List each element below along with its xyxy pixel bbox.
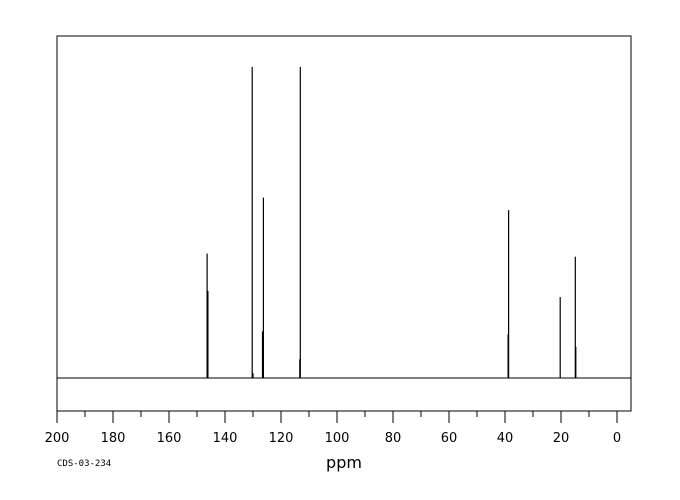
x-tick-label: 80 <box>385 431 402 446</box>
x-tick-label: 120 <box>269 431 294 446</box>
x-tick-label: 200 <box>45 431 70 446</box>
x-tick-label: 40 <box>497 431 514 446</box>
peaks-group <box>206 67 577 378</box>
x-tick-label: 100 <box>325 431 350 446</box>
x-tick-label: 20 <box>553 431 570 446</box>
x-tick-label: 140 <box>213 431 238 446</box>
plot-frame <box>56 35 632 412</box>
x-tick-label: 180 <box>101 431 126 446</box>
x-axis-ticks <box>56 411 618 423</box>
x-axis-tick-labels: 200 180 160 140 120 100 80 60 40 20 0 <box>45 431 622 446</box>
x-tick-label: 60 <box>441 431 458 446</box>
x-axis-title: ppm <box>326 453 362 472</box>
x-tick-label: 0 <box>613 431 621 446</box>
spectrum-code-label: CDS-03-234 <box>57 459 111 469</box>
x-tick-label: 160 <box>157 431 182 446</box>
